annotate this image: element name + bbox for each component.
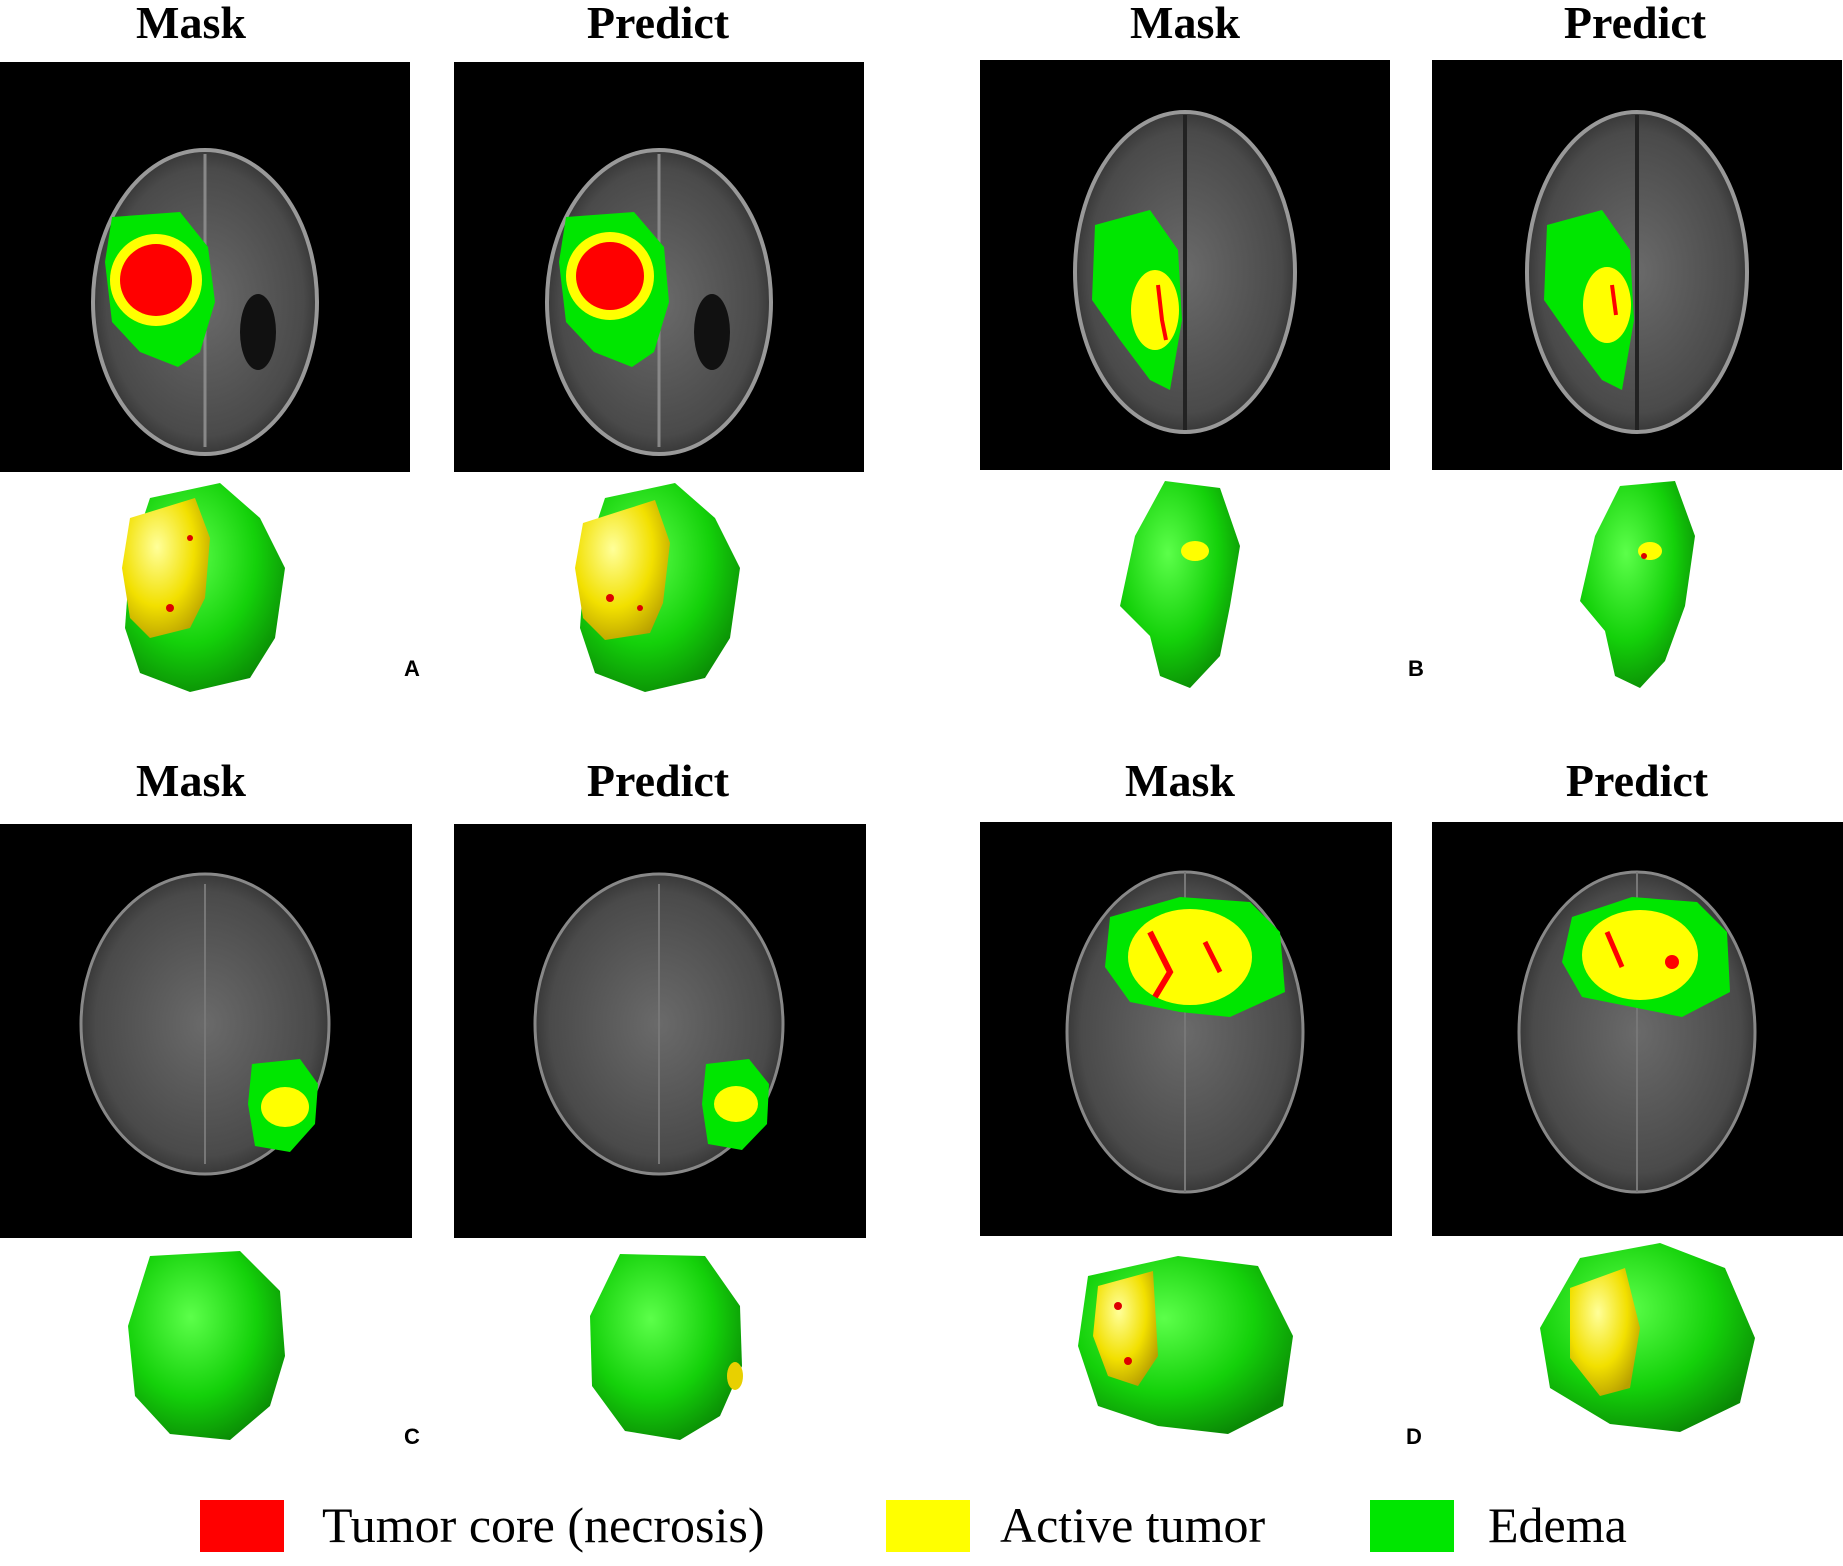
panel-c-predict-3d-render: [580, 1246, 750, 1442]
panel-b-mask-mri-slice: [980, 60, 1390, 470]
legend-edema-swatch: [1370, 1500, 1454, 1552]
panel-b-label: B: [1408, 656, 1424, 681]
panel-a-predict-mri-slice: [454, 62, 864, 472]
panel-c-mask-mri-slice: [0, 824, 412, 1238]
panel-c-mask-title: Mask: [136, 755, 246, 806]
panel-c-predict-mri-slice: [454, 824, 866, 1238]
legend-tumor-core-swatch: [200, 1500, 284, 1552]
panel-d-predict-3d-render: [1530, 1238, 1760, 1434]
panel-a-mask-3d-render: [110, 478, 290, 694]
panel-c-label: C: [404, 1424, 420, 1449]
panel-b-predict-title: Predict: [1563, 0, 1707, 48]
panel-c-mask-3d-render: [120, 1246, 290, 1442]
panel-a-mask-title: Mask: [136, 0, 246, 48]
panel-b-predict-mri-slice: [1432, 60, 1842, 470]
legend-tumor-core-label: Tumor core (necrosis): [322, 1497, 765, 1553]
panel-d-predict-mri-slice: [1432, 822, 1843, 1236]
panel-b-mask-title: Mask: [1130, 0, 1240, 48]
panel-a-mask-mri-slice: [0, 62, 410, 472]
panel-d-predict-title: Predict: [1565, 755, 1709, 806]
legend-active-tumor-label: Active tumor: [1000, 1497, 1266, 1553]
panel-b-mask-3d-render: [1110, 476, 1260, 690]
panel-a-label: A: [404, 656, 420, 681]
panel-a-predict-3d-render: [565, 478, 745, 694]
tumor-core-region: [120, 244, 192, 316]
panel-c-predict-title: Predict: [586, 755, 730, 806]
legend-edema-label: Edema: [1488, 1497, 1627, 1553]
panel-d-label: D: [1406, 1424, 1422, 1449]
legend-active-tumor-swatch: [886, 1500, 970, 1552]
panel-d-mask-mri-slice: [980, 822, 1392, 1236]
panel-b-predict-3d-render: [1570, 476, 1720, 690]
panel-d-mask-title: Mask: [1125, 755, 1235, 806]
panel-d-mask-3d-render: [1068, 1246, 1298, 1436]
panel-a-predict-title: Predict: [586, 0, 730, 48]
